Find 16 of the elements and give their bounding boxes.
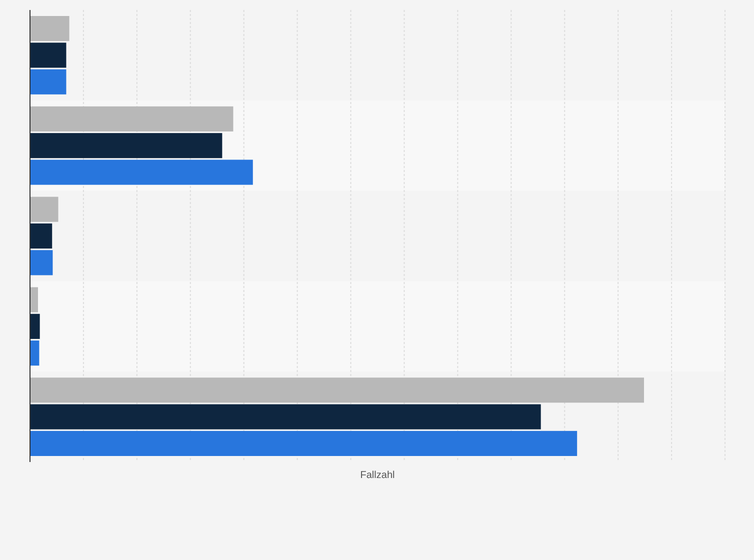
bar	[30, 430, 578, 456]
bar	[30, 69, 66, 94]
bar	[30, 340, 40, 366]
x-axis-title: Fallzahl	[360, 470, 395, 481]
bar	[30, 250, 53, 276]
bar	[30, 16, 70, 42]
bar	[30, 223, 52, 249]
bar	[30, 378, 644, 403]
bar	[30, 287, 38, 312]
bar	[30, 42, 66, 68]
bar	[30, 106, 234, 132]
bar	[30, 404, 541, 430]
bar	[30, 314, 40, 339]
bar	[30, 133, 222, 158]
bar	[30, 196, 58, 222]
bar	[30, 160, 253, 185]
